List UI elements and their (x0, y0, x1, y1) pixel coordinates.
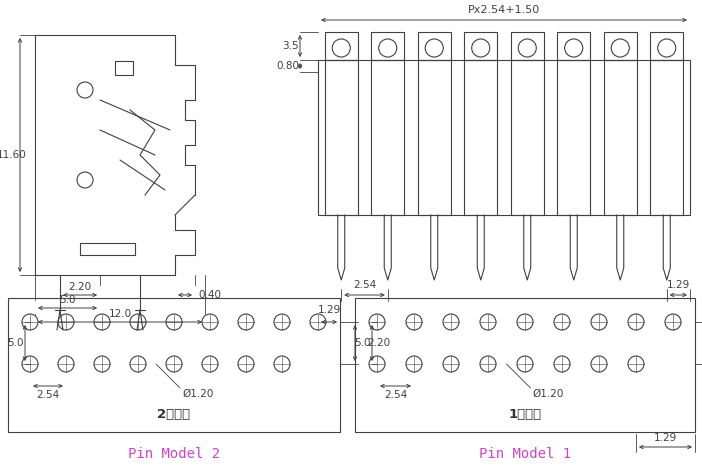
Text: 0.40: 0.40 (199, 290, 222, 300)
Bar (650, 32, 684, 60)
Text: 5.0: 5.0 (7, 338, 23, 348)
Bar (650, 60, 684, 215)
Bar (324, 32, 358, 60)
Bar (324, 60, 358, 215)
Text: 11.60: 11.60 (0, 150, 27, 160)
Bar (8, 298, 340, 432)
Text: Ø1.20: Ø1.20 (533, 389, 564, 399)
Bar (355, 298, 695, 432)
Bar (418, 32, 451, 60)
Text: 5.0: 5.0 (354, 338, 370, 348)
Text: 12.0: 12.0 (108, 309, 131, 319)
Bar (604, 32, 637, 60)
Text: 2.20: 2.20 (367, 338, 390, 348)
Text: 1.29: 1.29 (654, 433, 677, 443)
Text: 5.0: 5.0 (59, 295, 75, 305)
Bar (464, 60, 498, 215)
Bar (464, 32, 498, 60)
Text: Pin Model 1: Pin Model 1 (479, 447, 571, 461)
Bar (510, 32, 544, 60)
Bar (604, 60, 637, 215)
Bar (371, 60, 404, 215)
Bar (371, 32, 404, 60)
Bar (557, 60, 590, 215)
Bar (80, 243, 135, 255)
Text: 2.54: 2.54 (37, 390, 60, 400)
Text: 3.5: 3.5 (282, 41, 298, 51)
Text: 2.54: 2.54 (384, 390, 407, 400)
Bar (418, 60, 451, 215)
Text: 1号脚位: 1号脚位 (508, 408, 541, 420)
Text: Ø1.20: Ø1.20 (183, 389, 213, 399)
Text: 0.80: 0.80 (277, 61, 300, 71)
Text: 2号脚位: 2号脚位 (157, 408, 190, 420)
Bar (557, 32, 590, 60)
Text: 1.29: 1.29 (317, 305, 340, 315)
Bar (115, 61, 133, 75)
Text: Px2.54+1.50: Px2.54+1.50 (468, 5, 540, 15)
Text: 2.20: 2.20 (68, 282, 91, 292)
Bar (510, 60, 544, 215)
Text: 1.29: 1.29 (667, 280, 690, 290)
Text: Pin Model 2: Pin Model 2 (128, 447, 220, 461)
Bar (318, 60, 690, 215)
Text: 2.54: 2.54 (353, 280, 376, 290)
